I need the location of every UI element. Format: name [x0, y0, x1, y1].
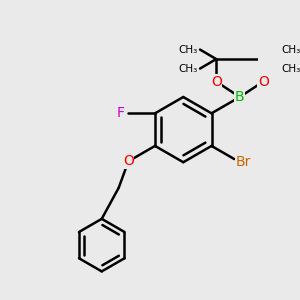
Text: O: O [258, 75, 269, 88]
Text: F: F [117, 106, 124, 120]
Text: Br: Br [236, 155, 251, 169]
Text: CH₃: CH₃ [178, 45, 198, 55]
Text: CH₃: CH₃ [282, 45, 300, 55]
Text: O: O [123, 154, 134, 168]
Text: CH₃: CH₃ [282, 64, 300, 74]
Text: O: O [211, 75, 222, 88]
Text: B: B [235, 90, 244, 104]
Text: CH₃: CH₃ [178, 64, 198, 74]
